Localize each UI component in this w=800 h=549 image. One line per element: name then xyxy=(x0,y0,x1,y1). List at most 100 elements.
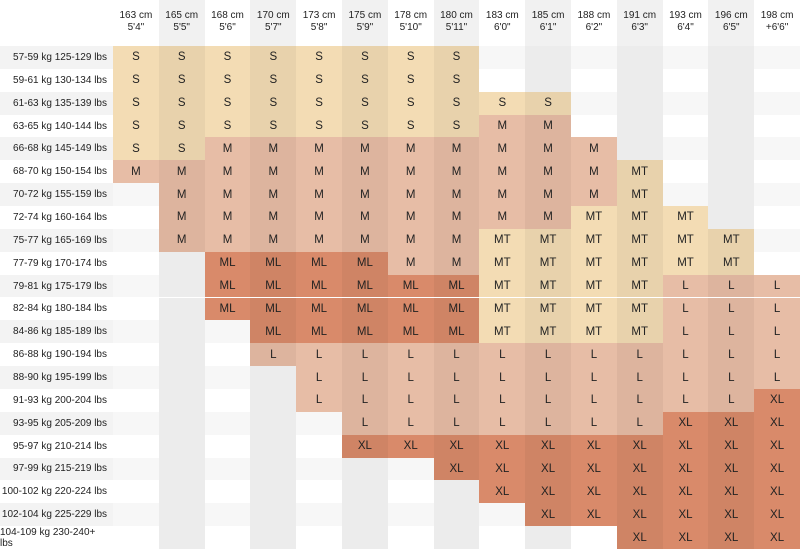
size-text: MT xyxy=(539,234,557,247)
weight-label: 61-63 kg 135-139 lbs xyxy=(13,97,107,109)
size-text: XL xyxy=(632,462,647,475)
empty-cell xyxy=(754,46,800,69)
size-cell: M xyxy=(158,228,205,252)
size-text: XL xyxy=(586,440,601,453)
height-ft: 6'3" xyxy=(631,22,648,33)
size-text: M xyxy=(222,142,233,155)
size-text: S xyxy=(452,51,461,64)
height-cm: 163 cm xyxy=(119,10,153,21)
size-text: M xyxy=(405,165,416,178)
size-text: XL xyxy=(724,485,739,498)
size-cell: L xyxy=(616,366,663,389)
size-cell: XL xyxy=(662,503,709,527)
size-cell: M xyxy=(342,137,388,161)
size-cell: XL xyxy=(616,503,663,527)
size-cell: S xyxy=(525,91,571,115)
size-text: M xyxy=(497,142,508,155)
size-text: M xyxy=(543,120,553,132)
empty-cell xyxy=(662,91,709,115)
empty-cell xyxy=(158,388,205,412)
empty-cell xyxy=(708,114,755,138)
size-cell: L xyxy=(662,297,709,321)
empty-cell xyxy=(158,526,205,549)
size-text: XL xyxy=(678,417,693,430)
size-cell: S xyxy=(158,137,205,161)
size-text: L xyxy=(728,325,735,338)
size-text: XL xyxy=(403,440,418,453)
size-text: MT xyxy=(539,280,557,293)
size-cell: MT xyxy=(616,320,663,344)
size-text: M xyxy=(497,211,508,224)
size-cell: M xyxy=(250,160,297,184)
height-cm: 173 cm xyxy=(302,10,336,21)
empty-cell xyxy=(662,137,709,161)
height-ft: +6'6" xyxy=(765,22,789,33)
size-text: L xyxy=(453,371,460,384)
size-text: L xyxy=(361,417,369,430)
size-text: ML xyxy=(356,302,373,315)
size-cell: S xyxy=(387,68,434,92)
size-text: MT xyxy=(722,257,740,270)
empty-cell xyxy=(342,503,388,527)
size-cell: XL xyxy=(662,480,709,504)
column-header: 198 cm +6'6" xyxy=(754,0,800,46)
size-text: M xyxy=(314,165,324,178)
size-cell: MT xyxy=(571,228,617,252)
size-cell: XL xyxy=(571,480,617,504)
size-text: ML xyxy=(219,302,236,315)
column-header: 175 cm 5'9" xyxy=(342,0,388,46)
size-text: M xyxy=(222,234,233,247)
size-cell: M xyxy=(342,160,388,184)
size-cell: S xyxy=(204,114,251,138)
weight-label: 75-77 kg 165-169 lbs xyxy=(13,234,107,246)
empty-cell xyxy=(204,411,251,435)
empty-cell xyxy=(250,411,297,435)
size-text: L xyxy=(590,348,598,361)
size-cell: MT xyxy=(571,274,617,298)
size-cell: L xyxy=(754,274,800,298)
height-ft: 6'2" xyxy=(585,22,603,33)
weight-label: 95-97 kg 210-214 lbs xyxy=(13,440,107,452)
size-cell: S xyxy=(113,114,159,138)
empty-cell xyxy=(571,526,617,549)
size-text: XL xyxy=(357,440,372,453)
empty-cell xyxy=(296,503,342,527)
height-ft: 6'1" xyxy=(539,22,557,33)
size-cell: MT xyxy=(616,274,663,298)
size-text: M xyxy=(360,188,370,201)
size-text: XL xyxy=(541,485,556,498)
size-cell: L xyxy=(662,274,709,298)
size-text: S xyxy=(269,74,278,87)
size-cell: XL xyxy=(662,434,709,458)
size-cell: XL xyxy=(479,457,526,481)
height-cm: 198 cm xyxy=(760,10,794,21)
empty-cell xyxy=(662,183,709,207)
size-cell: ML xyxy=(433,320,480,344)
height-cm: 180 cm xyxy=(440,10,473,21)
size-cell: M xyxy=(571,160,617,184)
size-cell: M xyxy=(433,183,480,207)
empty-cell xyxy=(113,183,159,207)
size-cell: XL xyxy=(708,480,755,504)
size-cell: M xyxy=(204,228,251,252)
size-text: XL xyxy=(632,440,647,453)
size-cell: L xyxy=(662,388,709,412)
column-header: 188 cm 6'2" xyxy=(571,0,617,46)
size-cell: S xyxy=(342,114,388,138)
size-cell: ML xyxy=(296,297,342,321)
size-cell: L xyxy=(387,343,434,367)
empty-cell xyxy=(571,46,617,69)
size-cell: M xyxy=(250,137,297,161)
size-cell: L xyxy=(754,320,800,344)
size-text: MT xyxy=(631,280,648,293)
size-text: L xyxy=(315,348,323,361)
size-cell: ML xyxy=(342,251,388,275)
column-header: 173 cm 5'8" xyxy=(296,0,342,46)
empty-cell xyxy=(525,46,571,69)
size-text: XL xyxy=(449,440,464,453)
size-text: M xyxy=(405,188,416,201)
size-text: L xyxy=(361,394,369,407)
size-text: ML xyxy=(311,257,328,270)
size-text: M xyxy=(360,234,370,247)
empty-cell xyxy=(113,411,159,435)
